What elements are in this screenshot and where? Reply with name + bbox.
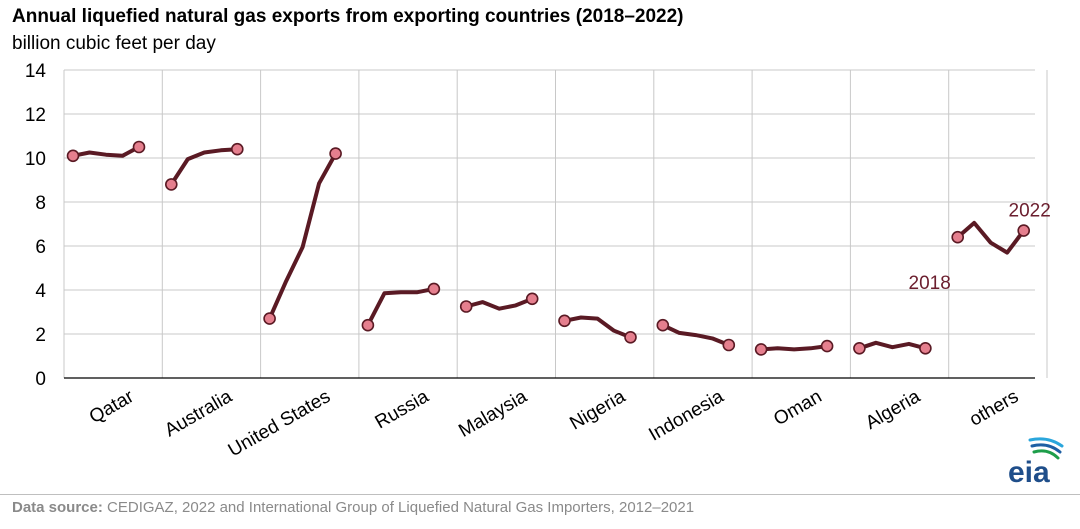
series-line-nigeria bbox=[562, 315, 633, 340]
data-point bbox=[656, 318, 670, 332]
category-label: Nigeria bbox=[566, 386, 629, 434]
y-tick-label: 2 bbox=[35, 325, 46, 346]
data-point bbox=[951, 230, 965, 244]
y-tick-label: 6 bbox=[35, 237, 46, 258]
y-tick-label: 4 bbox=[35, 281, 46, 302]
chart-subtitle: billion cubic feet per day bbox=[12, 33, 216, 54]
category-label: others bbox=[966, 386, 1022, 431]
category-label: Malaysia bbox=[455, 386, 531, 442]
category-label: Indonesia bbox=[645, 386, 727, 446]
category-label: United States bbox=[225, 386, 334, 461]
series-line-qatar bbox=[71, 145, 141, 158]
series-line-algeria bbox=[857, 340, 928, 351]
data-source-label: Data source: bbox=[12, 499, 103, 516]
data-source-text: CEDIGAZ, 2022 and International Group of… bbox=[107, 499, 695, 516]
series-line-others bbox=[955, 220, 1026, 255]
data-point bbox=[624, 330, 637, 344]
data-point bbox=[820, 339, 834, 353]
chart-title: Annual liquefied natural gas exports fro… bbox=[12, 6, 684, 27]
y-tick-label: 10 bbox=[25, 149, 46, 170]
y-tick-label: 8 bbox=[35, 193, 46, 214]
logo-text: eia bbox=[1008, 456, 1050, 486]
source-divider bbox=[0, 494, 1080, 495]
data-point bbox=[231, 142, 244, 156]
data-point bbox=[361, 318, 375, 332]
data-point bbox=[1017, 224, 1031, 237]
series-line-australia bbox=[169, 147, 240, 187]
data-point bbox=[722, 338, 736, 352]
category-label: Oman bbox=[770, 386, 825, 430]
series-line-malaysia bbox=[464, 296, 535, 311]
data-point bbox=[165, 178, 178, 191]
eia-logo: eia bbox=[1004, 436, 1072, 489]
category-label: Qatar bbox=[86, 386, 138, 428]
data-point bbox=[329, 147, 342, 160]
category-label: Australia bbox=[161, 386, 236, 441]
annotation-start-year: 2018 bbox=[909, 273, 951, 294]
data-source: Data source: CEDIGAZ, 2022 and Internati… bbox=[12, 499, 694, 516]
series-line-russia bbox=[365, 286, 436, 328]
series-line-oman bbox=[759, 344, 830, 352]
data-point bbox=[459, 300, 473, 313]
data-point bbox=[263, 312, 276, 325]
data-point bbox=[853, 341, 866, 355]
data-point bbox=[525, 292, 539, 306]
series-line-united-states bbox=[267, 151, 338, 321]
data-point bbox=[919, 341, 932, 355]
data-point bbox=[66, 149, 80, 163]
data-point bbox=[754, 343, 768, 356]
data-point bbox=[132, 140, 146, 154]
category-label: Algeria bbox=[862, 386, 924, 434]
data-point bbox=[558, 314, 571, 328]
annotation-end-year: 2022 bbox=[1009, 201, 1051, 222]
series-line-indonesia bbox=[660, 323, 731, 347]
y-tick-label: 14 bbox=[25, 61, 47, 82]
category-label: Russia bbox=[372, 386, 433, 433]
data-point bbox=[427, 282, 441, 296]
y-tick-label: 0 bbox=[35, 369, 46, 390]
y-tick-label: 12 bbox=[25, 105, 46, 126]
